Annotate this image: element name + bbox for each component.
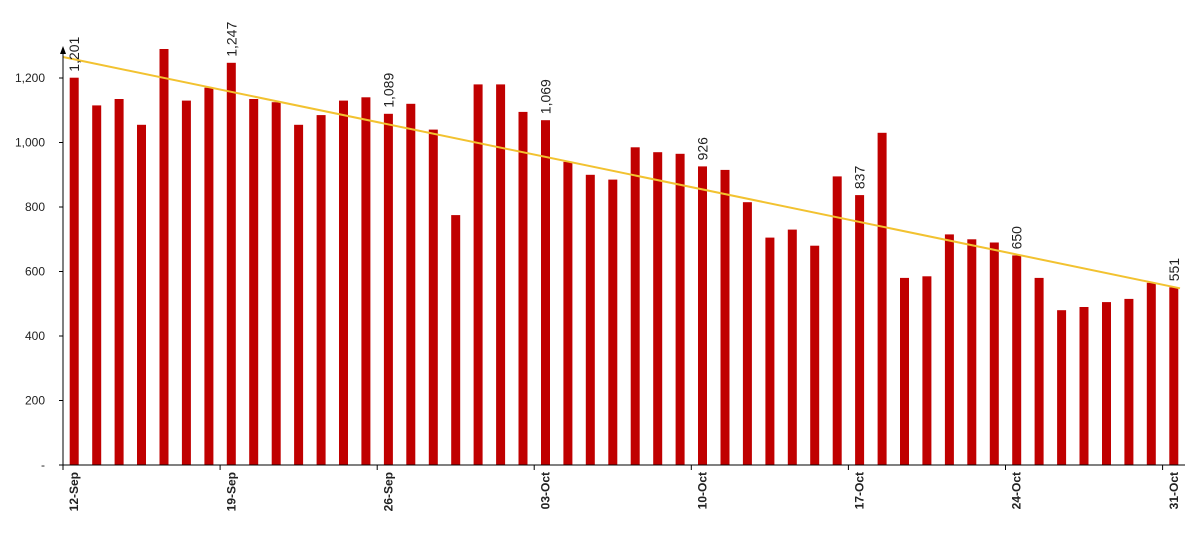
y-tick-label: 600	[25, 265, 45, 279]
bar	[1102, 302, 1111, 465]
y-tick-label: 200	[25, 394, 45, 408]
x-tick-label: 26-Sep	[381, 472, 395, 511]
data-label: 1,069	[538, 79, 554, 114]
bar	[989, 242, 999, 465]
bar	[316, 115, 326, 465]
bar	[114, 99, 124, 465]
data-labels: 1,201 1,247 1,089 1,069 926 837 650 551	[66, 22, 1182, 282]
bar	[563, 161, 573, 466]
bar	[518, 111, 528, 466]
bar	[406, 103, 416, 466]
bar	[630, 147, 640, 466]
bar	[810, 245, 820, 465]
x-tick-label: 12-Sep	[67, 472, 81, 511]
y-tick-label: 1,200	[15, 71, 45, 85]
bar	[339, 100, 348, 465]
bar	[1169, 287, 1179, 465]
bar	[271, 102, 281, 465]
bar	[92, 105, 102, 466]
x-tick-labels: 12-Sep 19-Sep 26-Sep 03-Oct 10-Oct 17-Oct 24-O…	[67, 472, 1181, 511]
bar	[922, 276, 932, 465]
bar	[541, 120, 550, 465]
bar	[585, 174, 595, 466]
x-tick-label: 10-Oct	[696, 472, 710, 509]
trendline	[62, 56, 1181, 290]
bar	[742, 202, 752, 465]
data-label: 650	[1009, 226, 1025, 250]
y-tick-label: -	[41, 458, 45, 472]
x-tick-label: 24-Oct	[1010, 472, 1024, 509]
bar	[1079, 307, 1089, 465]
bar	[294, 124, 304, 466]
bar	[1146, 282, 1156, 465]
x-tick-label: 19-Sep	[224, 472, 238, 511]
bar	[787, 229, 797, 465]
bar	[1057, 310, 1067, 465]
bar	[159, 49, 169, 465]
bar	[1012, 255, 1022, 465]
bar	[181, 100, 191, 465]
bar	[451, 215, 461, 465]
bars-group	[69, 49, 1179, 466]
bar	[1124, 298, 1134, 465]
bar	[967, 239, 977, 466]
bar	[653, 152, 663, 465]
bar	[496, 84, 506, 466]
x-tick-label: 17-Oct	[853, 472, 867, 509]
y-tick-label: 1,000	[15, 136, 45, 150]
bar	[765, 237, 775, 465]
x-tick-label: 31-Oct	[1167, 472, 1181, 509]
bar	[383, 113, 393, 466]
axes-group	[59, 46, 1185, 470]
data-label: 1,201	[66, 36, 82, 71]
y-tick-label: 800	[25, 200, 45, 214]
bar	[877, 132, 887, 466]
bar	[944, 234, 954, 465]
bar	[361, 97, 371, 466]
y-tick-labels: - 200 400 600 800 1,000 1,200	[15, 71, 45, 472]
bar	[1034, 277, 1044, 465]
x-tick-label: 03-Oct	[539, 472, 553, 509]
bar	[855, 195, 865, 465]
data-label: 551	[1166, 258, 1182, 282]
trendline-group	[62, 56, 1181, 290]
bar	[249, 99, 259, 465]
bar	[137, 124, 146, 466]
bar	[720, 169, 730, 465]
bar	[226, 62, 236, 466]
bar	[698, 166, 707, 465]
bar	[900, 277, 909, 465]
bar	[204, 87, 214, 465]
data-label: 1,247	[223, 22, 239, 57]
bar	[473, 84, 483, 466]
bar	[69, 77, 79, 465]
y-axis-arrow-icon	[60, 46, 66, 54]
data-label: 926	[695, 137, 711, 161]
bar	[675, 153, 685, 466]
bar	[832, 176, 842, 465]
y-tick-label: 400	[25, 329, 45, 343]
bar	[608, 179, 618, 465]
data-label: 1,089	[380, 73, 396, 108]
data-label: 837	[852, 166, 868, 190]
bar	[428, 129, 438, 465]
